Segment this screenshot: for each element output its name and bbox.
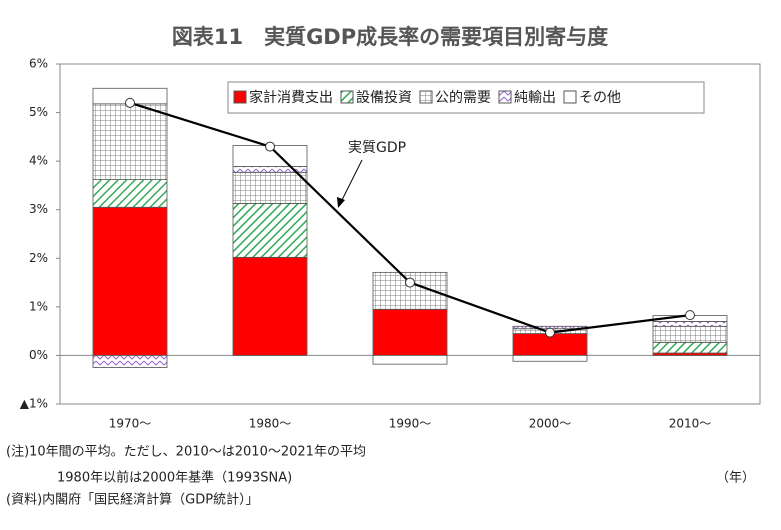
note: (注)10年間の平均。ただし、2010～は2010～2021年の平均: [6, 445, 366, 460]
line-point: [545, 327, 555, 338]
legend-box: [227, 81, 705, 114]
bar-segment: [92, 355, 168, 368]
plot-area: [59, 63, 761, 405]
y-tick-label: ▲1%: [20, 397, 48, 411]
x-tick-label: 2010～: [669, 417, 712, 431]
line-point: [265, 141, 275, 152]
legend-swatch: [498, 90, 512, 104]
bar-segment: [512, 355, 588, 362]
bar-segment: [232, 202, 308, 258]
chart-title: 図表11 実質GDP成長率の需要項目別寄与度: [172, 25, 608, 49]
bar-segment: [652, 325, 728, 343]
x-tick-label: 2000～: [529, 417, 572, 431]
x-tick-label: 1990～: [389, 417, 432, 431]
y-tick-label: 1%: [29, 299, 48, 313]
bar-segment: [652, 341, 728, 354]
bar-segment: [372, 308, 448, 356]
legend-swatch: [563, 90, 577, 104]
legend-label: 純輸出: [514, 90, 556, 106]
y-tick-label: 5%: [29, 105, 48, 119]
line-point: [405, 277, 415, 288]
x-tick-label: 1970～: [109, 417, 152, 431]
bar-segment: [372, 355, 448, 365]
legend-swatch: [340, 90, 354, 104]
legend-label: 家計消費支出: [249, 89, 333, 106]
bar-segment: [232, 256, 308, 356]
bar-segment: [652, 321, 728, 327]
line-point: [685, 310, 695, 321]
y-tick-label: 2%: [29, 251, 48, 265]
legend-label: 公的需要: [435, 90, 491, 106]
y-tick-label: 4%: [29, 154, 48, 168]
y-tick-label: 3%: [29, 202, 48, 216]
legend-swatch: [419, 90, 433, 104]
legend-label: その他: [579, 90, 621, 106]
note: (資料)内閣府「国民経済計算（GDP統計）」: [6, 492, 259, 508]
line-point: [125, 97, 135, 108]
note: 1980年以前は2000年基準（1993SNA): [57, 470, 292, 486]
annotation-arrow: [339, 159, 363, 205]
bar-segment: [232, 171, 308, 204]
bar-segment: [92, 179, 168, 208]
line-label: 実質GDP: [348, 140, 406, 156]
y-tick-label: 0%: [29, 348, 48, 362]
x-tick-label: 1980～: [249, 417, 292, 431]
bar-segment: [92, 103, 168, 181]
legend-swatch: [233, 90, 247, 104]
y-tick-label: 6%: [29, 57, 48, 71]
arrow-head: [337, 197, 345, 208]
bar-segment: [92, 206, 168, 356]
legend-label: 設備投資: [356, 90, 412, 106]
x-unit: （年）: [716, 471, 755, 486]
